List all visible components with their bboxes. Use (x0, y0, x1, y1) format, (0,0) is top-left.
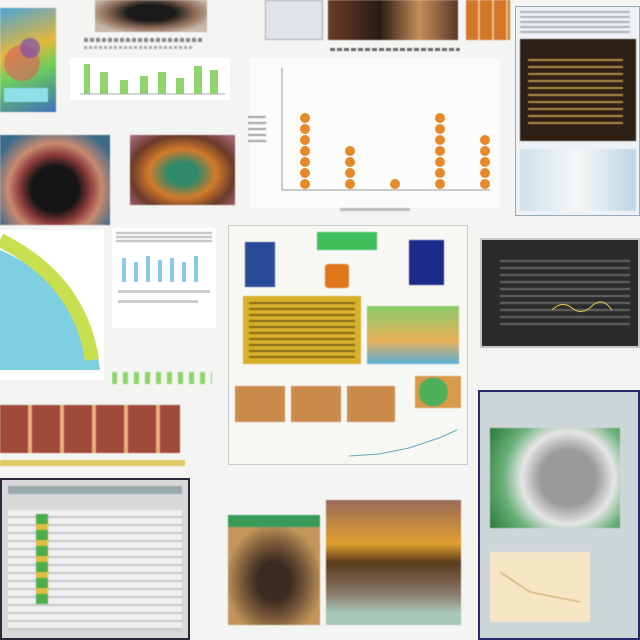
green-mini-bars (112, 368, 216, 390)
chart-dot (345, 157, 355, 167)
chart-dot (300, 146, 310, 156)
yellow-table (243, 296, 361, 364)
spreadsheet-window (0, 478, 190, 640)
chart-dot (480, 179, 490, 189)
dark-terminal (480, 238, 640, 348)
chart-dot (480, 146, 490, 156)
peach-chart (490, 552, 590, 622)
chart-dot (390, 179, 400, 189)
chart-title-bar (330, 46, 460, 54)
chart-dot (300, 113, 310, 123)
green-bars (80, 64, 225, 95)
thumb-colorful-map (0, 8, 56, 112)
landscape-tile (367, 306, 459, 364)
yellow-rule (0, 460, 185, 466)
brown-tiles (235, 386, 395, 422)
thumb-orange-tiles (466, 0, 510, 40)
line-mini (349, 429, 458, 457)
right-window (515, 6, 640, 216)
chart-dot (300, 124, 310, 134)
thumb-organ-image (95, 0, 207, 32)
brown-text-panel (520, 39, 636, 141)
chart-dot (480, 135, 490, 145)
chart-dot (345, 179, 355, 189)
right-bottom-window (478, 390, 640, 640)
terminal-wave (552, 301, 613, 312)
dot-chart (250, 58, 500, 208)
chart-dot (435, 157, 445, 167)
chart-dot (300, 168, 310, 178)
chart-dot (435, 146, 445, 156)
top-text-block (64, 30, 214, 60)
dot-chart-svg (281, 68, 490, 191)
curve-svg (0, 233, 100, 370)
green-circle-tile (415, 376, 461, 408)
chart-dot (345, 168, 355, 178)
chart-dot (435, 135, 445, 145)
center-dashboard (228, 225, 468, 465)
thumb-heart-right (130, 135, 235, 205)
side-text-mini (248, 110, 270, 150)
chart-dot (435, 124, 445, 134)
chart-dot (300, 135, 310, 145)
chart-dot (300, 179, 310, 189)
chart-dot (435, 179, 445, 189)
chart-dot (435, 113, 445, 123)
chart-caption (340, 205, 410, 213)
chart-dot (480, 157, 490, 167)
photo-bowl (228, 515, 320, 625)
chart-dot (480, 168, 490, 178)
chart-dot (435, 168, 445, 178)
green-tile (317, 232, 377, 250)
blue-bars (118, 256, 210, 303)
curve-panel (0, 230, 104, 380)
map-shapes (4, 38, 48, 102)
thumb-small-square (265, 0, 323, 40)
photo-landscape (326, 500, 461, 625)
sphere-image (490, 428, 620, 528)
chart-dot (345, 146, 355, 156)
green-bar-chart (70, 58, 230, 100)
orange-tile (325, 264, 349, 288)
blue-tile (245, 242, 275, 287)
chart-dot (300, 157, 310, 167)
blue-bar-chart (112, 228, 216, 328)
thumb-dark-photo (328, 0, 458, 40)
thumb-heart-left (0, 135, 110, 225)
brown-strip (0, 405, 180, 453)
navy-tile (409, 240, 444, 285)
